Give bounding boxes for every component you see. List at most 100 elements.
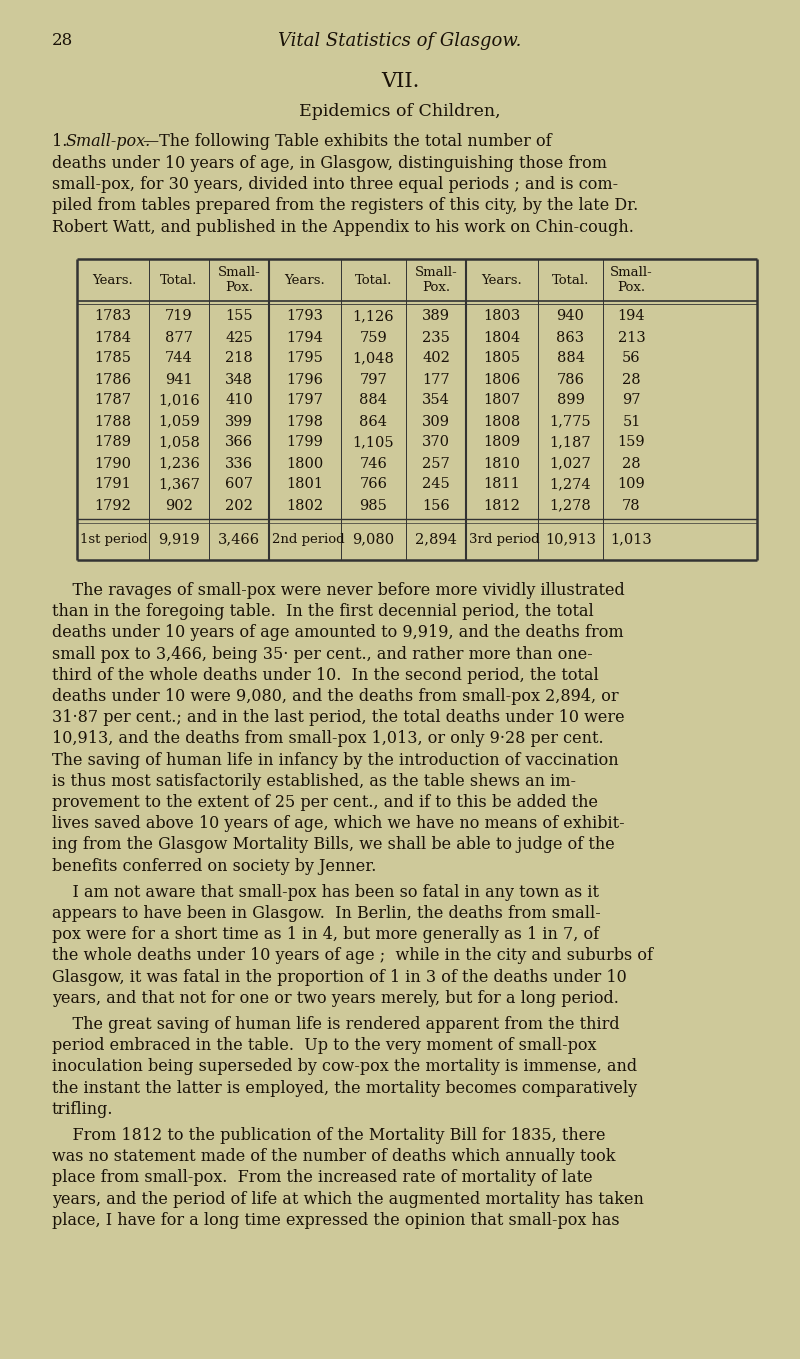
Text: 1784: 1784 — [94, 330, 131, 344]
Text: 759: 759 — [360, 330, 387, 344]
Text: Years.: Years. — [285, 273, 326, 287]
Text: 28: 28 — [622, 372, 641, 386]
Text: 1786: 1786 — [94, 372, 131, 386]
Text: 786: 786 — [557, 372, 585, 386]
Text: 1808: 1808 — [483, 414, 521, 428]
Text: period embraced in the table.  Up to the very moment of small-pox: period embraced in the table. Up to the … — [52, 1037, 597, 1055]
Text: 864: 864 — [359, 414, 387, 428]
Text: The great saving of human life is rendered apparent from the third: The great saving of human life is render… — [52, 1017, 620, 1033]
Text: 1787: 1787 — [94, 394, 131, 408]
Text: trifling.: trifling. — [52, 1101, 114, 1118]
Text: 1795: 1795 — [286, 352, 323, 366]
Text: years, and that not for one or two years merely, but for a long period.: years, and that not for one or two years… — [52, 989, 619, 1007]
Text: 159: 159 — [618, 435, 646, 450]
Text: 1802: 1802 — [286, 499, 323, 512]
Text: 389: 389 — [422, 310, 450, 323]
Text: 1.: 1. — [52, 133, 73, 149]
Text: 28: 28 — [52, 33, 74, 49]
Text: 902: 902 — [165, 499, 193, 512]
Text: appears to have been in Glasgow.  In Berlin, the deaths from small-: appears to have been in Glasgow. In Berl… — [52, 905, 601, 921]
Text: 797: 797 — [360, 372, 387, 386]
Text: 10,913, and the deaths from small-pox 1,013, or only 9·28 per cent.: 10,913, and the deaths from small-pox 1,… — [52, 730, 604, 747]
Text: 1790: 1790 — [94, 457, 131, 470]
Text: the instant the latter is employed, the mortality becomes comparatively: the instant the latter is employed, the … — [52, 1079, 637, 1097]
Text: 1,775: 1,775 — [550, 414, 591, 428]
Text: 1811: 1811 — [484, 477, 520, 492]
Text: 746: 746 — [359, 457, 387, 470]
Text: 1st period: 1st period — [80, 533, 148, 545]
Text: 28: 28 — [622, 457, 641, 470]
Text: —The following Table exhibits the total number of: —The following Table exhibits the total … — [143, 133, 552, 149]
Text: 366: 366 — [225, 435, 253, 450]
Text: small pox to 3,466, being 35· per cent., and rather more than one-: small pox to 3,466, being 35· per cent.,… — [52, 646, 593, 663]
Text: From 1812 to the publication of the Mortality Bill for 1835, there: From 1812 to the publication of the Mort… — [52, 1127, 606, 1144]
Text: Small-
Pox.: Small- Pox. — [414, 266, 458, 294]
Text: 1,236: 1,236 — [158, 457, 200, 470]
Text: 1803: 1803 — [483, 310, 521, 323]
Text: 1809: 1809 — [483, 435, 521, 450]
Text: 370: 370 — [422, 435, 450, 450]
Text: 877: 877 — [165, 330, 193, 344]
Text: 1796: 1796 — [286, 372, 323, 386]
Text: benefits conferred on society by Jenner.: benefits conferred on society by Jenner. — [52, 858, 376, 875]
Text: 985: 985 — [359, 499, 387, 512]
Text: The ravages of small-pox were never before more vividly illustrated: The ravages of small-pox were never befo… — [52, 582, 625, 599]
Text: 1804: 1804 — [483, 330, 521, 344]
Text: Small-pox.: Small-pox. — [66, 133, 151, 149]
Text: 194: 194 — [618, 310, 646, 323]
Text: 1792: 1792 — [94, 499, 131, 512]
Text: 1797: 1797 — [286, 394, 323, 408]
Text: 399: 399 — [225, 414, 253, 428]
Text: place, I have for a long time expressed the opinion that small-pox has: place, I have for a long time expressed … — [52, 1212, 620, 1229]
Text: 425: 425 — [225, 330, 253, 344]
Text: third of the whole deaths under 10.  In the second period, the total: third of the whole deaths under 10. In t… — [52, 667, 598, 684]
Text: 1,126: 1,126 — [353, 310, 394, 323]
Text: Total.: Total. — [552, 273, 589, 287]
Text: the whole deaths under 10 years of age ;  while in the city and suburbs of: the whole deaths under 10 years of age ;… — [52, 947, 653, 965]
Text: 202: 202 — [225, 499, 253, 512]
Text: 56: 56 — [622, 352, 641, 366]
Text: 9,080: 9,080 — [353, 531, 394, 546]
Text: 336: 336 — [225, 457, 253, 470]
Text: 1,278: 1,278 — [550, 499, 591, 512]
Text: 218: 218 — [225, 352, 253, 366]
Text: I am not aware that small-pox has been so fatal in any town as it: I am not aware that small-pox has been s… — [52, 883, 599, 901]
Text: 899: 899 — [557, 394, 585, 408]
Text: deaths under 10 years of age amounted to 9,919, and the deaths from: deaths under 10 years of age amounted to… — [52, 624, 624, 641]
Text: 51: 51 — [622, 414, 641, 428]
Text: 744: 744 — [165, 352, 193, 366]
Text: 3rd period: 3rd period — [469, 533, 540, 545]
Text: 1810: 1810 — [483, 457, 521, 470]
Text: 607: 607 — [225, 477, 253, 492]
Text: lives saved above 10 years of age, which we have no means of exhibit-: lives saved above 10 years of age, which… — [52, 815, 625, 832]
Text: 1812: 1812 — [483, 499, 521, 512]
Text: piled from tables prepared from the registers of this city, by the late Dr.: piled from tables prepared from the regi… — [52, 197, 638, 215]
Text: 97: 97 — [622, 394, 641, 408]
Text: 1793: 1793 — [286, 310, 323, 323]
Text: 177: 177 — [422, 372, 450, 386]
Text: years, and the period of life at which the augmented mortality has taken: years, and the period of life at which t… — [52, 1190, 644, 1208]
Text: 719: 719 — [165, 310, 193, 323]
Text: 156: 156 — [422, 499, 450, 512]
Text: 245: 245 — [422, 477, 450, 492]
Text: 1805: 1805 — [483, 352, 521, 366]
Text: 940: 940 — [557, 310, 585, 323]
Text: 2,894: 2,894 — [415, 531, 457, 546]
Text: Small-
Pox.: Small- Pox. — [218, 266, 260, 294]
Text: Total.: Total. — [160, 273, 198, 287]
Text: 1794: 1794 — [286, 330, 323, 344]
Text: inoculation being superseded by cow-pox the mortality is immense, and: inoculation being superseded by cow-pox … — [52, 1059, 637, 1075]
Text: 1789: 1789 — [94, 435, 131, 450]
Text: 9,919: 9,919 — [158, 531, 200, 546]
Text: deaths under 10 years of age, in Glasgow, distinguishing those from: deaths under 10 years of age, in Glasgow… — [52, 155, 607, 171]
Text: place from small-pox.  From the increased rate of mortality of late: place from small-pox. From the increased… — [52, 1169, 593, 1186]
Text: 1,016: 1,016 — [158, 394, 200, 408]
Text: 1,274: 1,274 — [550, 477, 591, 492]
Text: 1788: 1788 — [94, 414, 131, 428]
Text: 402: 402 — [422, 352, 450, 366]
Text: 1785: 1785 — [94, 352, 131, 366]
Text: 2nd period: 2nd period — [272, 533, 345, 545]
Text: provement to the extent of 25 per cent., and if to this be added the: provement to the extent of 25 per cent.,… — [52, 794, 598, 811]
Text: 1,048: 1,048 — [353, 352, 394, 366]
Text: 309: 309 — [422, 414, 450, 428]
